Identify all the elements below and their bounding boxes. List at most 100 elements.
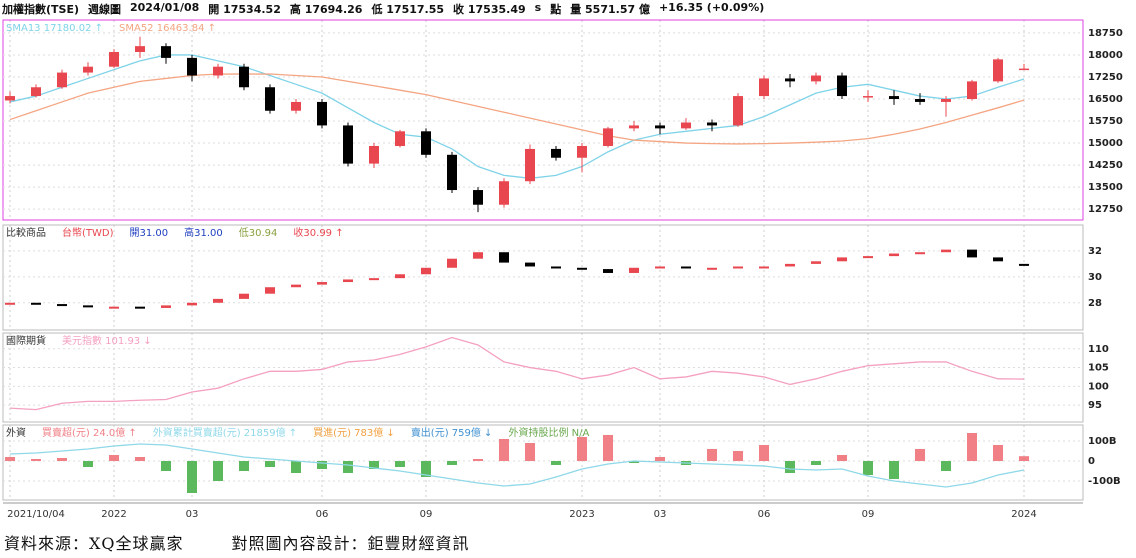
candle-body	[629, 125, 639, 129]
x-tick-label: 09	[420, 509, 433, 520]
candle-body	[161, 305, 171, 308]
candle-body	[629, 267, 639, 273]
header-item: 低 17517.55	[371, 3, 445, 16]
candle-body	[967, 81, 977, 100]
bar	[83, 461, 93, 467]
legend-label: 買賣超(元) 24.0億 ↑	[42, 426, 137, 439]
candle-body	[837, 75, 847, 97]
panel-border	[2, 424, 1084, 501]
series-line	[9, 73, 1025, 145]
header-item: 高 17694.26	[289, 3, 363, 16]
candle-body	[577, 145, 587, 158]
legend-label: SMA52 16463.84 ↑	[119, 23, 216, 34]
legend-label: 低30.94	[239, 226, 278, 239]
candle-body	[161, 46, 171, 58]
y-tick-label: 17250	[1088, 72, 1123, 83]
candle-body	[213, 66, 223, 76]
x-tick-label: 03	[654, 509, 667, 520]
bar	[967, 433, 977, 461]
bar	[447, 461, 457, 465]
y-tick-label: 16500	[1088, 94, 1123, 105]
y-tick-label: 110	[1088, 344, 1109, 355]
bar	[863, 461, 873, 475]
candle-body	[499, 252, 509, 263]
series-line	[9, 54, 1025, 179]
candle-body	[447, 154, 457, 191]
candle-body	[213, 298, 223, 303]
bar	[57, 458, 67, 461]
source: 資料來源：XQ全球贏家	[4, 534, 184, 553]
header: 加權指數(TSE) 週線圖 2024/01/08 開 17534.52 高 17694.…	[2, 1, 764, 17]
candle-body	[967, 249, 977, 258]
bar	[239, 461, 249, 471]
candle-body	[57, 72, 67, 88]
x-tick-label: 2024	[1011, 509, 1036, 520]
series-line	[9, 443, 1025, 488]
candle-body	[915, 252, 925, 255]
y-tick-label: 18750	[1088, 28, 1123, 39]
y-tick-label: 13500	[1088, 182, 1123, 193]
legend-label: 比較商品	[6, 226, 46, 239]
x-tick-label: 2022	[101, 509, 126, 520]
footer: 資料來源：XQ全球贏家 對照圖內容設計：鉅豐財經資訊	[4, 530, 518, 554]
header-item: 加權指數(TSE)	[2, 3, 79, 16]
candle-body	[499, 181, 509, 205]
bar	[785, 461, 795, 473]
candle-body	[941, 249, 951, 253]
legend-label: 外資持股比例 N/A	[508, 426, 589, 439]
bar	[759, 445, 769, 461]
panel-border	[2, 19, 1084, 221]
candle-body	[525, 262, 535, 267]
candle-body	[31, 302, 41, 305]
candle-body	[343, 279, 353, 283]
bar	[577, 437, 587, 461]
bar	[941, 461, 951, 471]
legend-label: 開31.00	[130, 227, 169, 239]
y-tick-label: 95	[1088, 400, 1102, 411]
bar	[369, 461, 379, 469]
candle-body	[1019, 68, 1029, 71]
candle-body	[83, 305, 93, 308]
candle-body	[187, 302, 197, 306]
bar	[161, 461, 171, 471]
bar	[473, 459, 483, 461]
candle-body	[577, 267, 587, 270]
bar	[421, 461, 431, 477]
candle-body	[603, 128, 613, 146]
candle-body	[239, 293, 249, 299]
x-tick-label: 06	[316, 509, 329, 520]
candle-body	[941, 99, 951, 102]
bar	[993, 445, 1003, 461]
candle-body	[889, 96, 899, 100]
y-tick-label: 15000	[1088, 138, 1123, 149]
bar	[811, 461, 821, 465]
legend-label: 台幣(TWD)	[62, 226, 114, 239]
bar	[31, 459, 41, 461]
y-tick-label: 30	[1088, 272, 1102, 283]
y-tick-label: -100B	[1088, 476, 1121, 487]
x-tick-label: 06	[758, 509, 771, 520]
bar	[837, 455, 847, 461]
bar	[291, 461, 301, 473]
candle-body	[291, 284, 301, 288]
candle-body	[681, 266, 691, 269]
candle-body	[551, 148, 561, 158]
header-item: 量 5571.57 億	[570, 3, 650, 16]
bar	[525, 443, 535, 461]
bar	[343, 461, 353, 473]
candle-body	[31, 87, 41, 97]
y-tick-label: 0	[1088, 456, 1095, 467]
header-item: 開 17534.52	[208, 3, 281, 16]
candle-body	[109, 306, 119, 309]
candle-body	[655, 266, 665, 269]
candle-body	[993, 59, 1003, 82]
header-item: 週線圖	[88, 3, 121, 16]
legend-label: 外資累計買賣超(元) 21859億 ↑	[153, 426, 297, 439]
candle-body	[395, 131, 405, 146]
bar	[135, 457, 145, 461]
candle-body	[135, 46, 145, 53]
x-tick-label: 09	[862, 509, 875, 520]
candle-body	[83, 66, 93, 73]
bar	[395, 461, 405, 467]
